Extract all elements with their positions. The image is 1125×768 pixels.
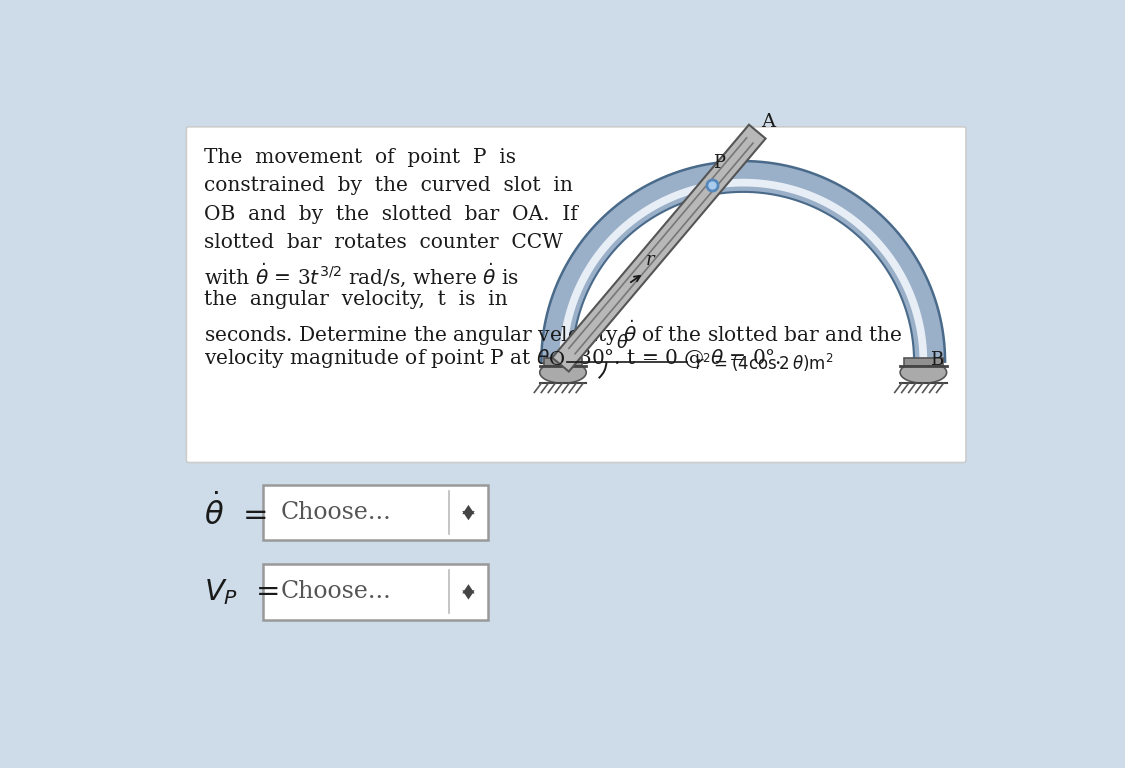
Ellipse shape — [900, 362, 946, 383]
Polygon shape — [462, 584, 475, 594]
Polygon shape — [462, 591, 475, 600]
Text: $V_P$  =: $V_P$ = — [204, 577, 279, 607]
Text: seconds. Determine the angular velocity $\dot{\theta}$ of the slotted bar and th: seconds. Determine the angular velocity … — [204, 319, 902, 348]
Text: constrained  by  the  curved  slot  in: constrained by the curved slot in — [204, 176, 573, 195]
Text: velocity magnitude of point P at $\theta$ = 30°. t = 0 @ $\theta$ = 0°.: velocity magnitude of point P at $\theta… — [204, 347, 782, 370]
Text: with $\dot{\theta}$ = 3$t^{3/2}$ rad/s, where $\dot{\theta}$ is: with $\dot{\theta}$ = 3$t^{3/2}$ rad/s, … — [204, 262, 519, 290]
Polygon shape — [559, 179, 927, 362]
Text: A: A — [760, 113, 775, 131]
Text: Choose...: Choose... — [280, 501, 390, 524]
Bar — [543, 358, 583, 366]
Text: The  movement  of  point  P  is: The movement of point P is — [204, 147, 516, 167]
Text: OB  and  by  the  slotted  bar  OA.  If: OB and by the slotted bar OA. If — [204, 204, 578, 223]
Text: B: B — [929, 351, 943, 369]
Ellipse shape — [540, 362, 586, 383]
Polygon shape — [541, 161, 945, 362]
Text: $\theta$: $\theta$ — [615, 334, 629, 352]
Text: O: O — [549, 351, 565, 369]
Bar — [904, 358, 943, 366]
Text: $\dot{\theta}$  =: $\dot{\theta}$ = — [204, 494, 267, 531]
Text: the  angular  velocity,  t  is  in: the angular velocity, t is in — [204, 290, 507, 309]
Polygon shape — [552, 124, 766, 372]
Polygon shape — [462, 505, 475, 514]
Text: slotted  bar  rotates  counter  CCW: slotted bar rotates counter CCW — [204, 233, 562, 252]
Text: $r^2 = (4\cos 2\,\theta)\mathrm{m}^2$: $r^2 = (4\cos 2\,\theta)\mathrm{m}^2$ — [695, 353, 834, 374]
Text: Choose...: Choose... — [280, 581, 390, 604]
FancyBboxPatch shape — [263, 485, 488, 541]
FancyBboxPatch shape — [263, 564, 488, 620]
Polygon shape — [462, 511, 475, 520]
Text: r: r — [646, 251, 654, 270]
Text: P: P — [713, 154, 726, 172]
FancyBboxPatch shape — [187, 127, 966, 462]
